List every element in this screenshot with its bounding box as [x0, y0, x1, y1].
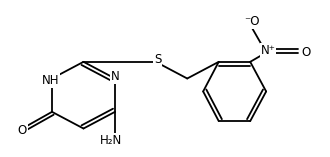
Text: O: O [18, 124, 27, 137]
Text: S: S [154, 54, 161, 66]
Text: N: N [111, 70, 119, 83]
Text: N⁺: N⁺ [261, 44, 276, 57]
Text: O: O [301, 46, 311, 59]
Text: H₂N: H₂N [99, 134, 122, 147]
Text: NH: NH [41, 74, 59, 87]
Text: ⁻O: ⁻O [244, 15, 260, 28]
